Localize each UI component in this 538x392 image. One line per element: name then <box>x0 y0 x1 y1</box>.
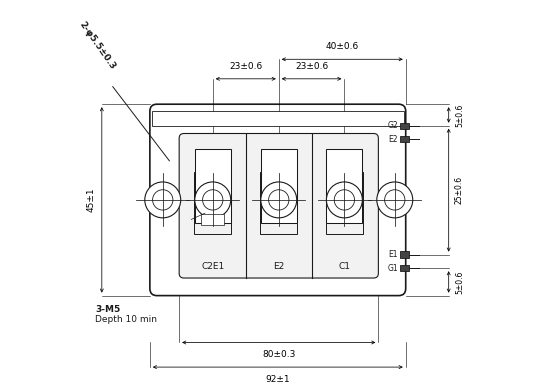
Text: 23±0.6: 23±0.6 <box>295 62 328 71</box>
Text: 40±0.6: 40±0.6 <box>325 42 359 51</box>
Bar <box>152 111 404 126</box>
Text: E1: E1 <box>388 250 398 259</box>
Bar <box>400 251 409 258</box>
Text: 25±0.6: 25±0.6 <box>455 176 464 204</box>
Circle shape <box>145 182 181 218</box>
Bar <box>327 149 363 223</box>
Circle shape <box>203 190 223 210</box>
Text: 23±0.6: 23±0.6 <box>229 62 263 71</box>
Text: E2: E2 <box>388 135 398 144</box>
Circle shape <box>153 190 173 210</box>
Text: Depth 10 min: Depth 10 min <box>95 315 157 324</box>
Text: 45±1: 45±1 <box>87 188 96 212</box>
Circle shape <box>377 182 413 218</box>
Bar <box>194 172 231 234</box>
Circle shape <box>268 190 289 210</box>
Text: C1: C1 <box>338 262 350 271</box>
Text: E2: E2 <box>273 262 285 271</box>
Circle shape <box>261 182 297 218</box>
Bar <box>400 123 409 129</box>
Bar <box>261 149 297 223</box>
Text: 2-φ5.5±0.3: 2-φ5.5±0.3 <box>77 20 117 71</box>
Text: 3-M5: 3-M5 <box>95 305 121 314</box>
Text: G2: G2 <box>387 121 398 130</box>
Bar <box>195 149 231 223</box>
Text: C2E1: C2E1 <box>201 262 224 271</box>
Text: 80±0.3: 80±0.3 <box>262 350 295 359</box>
Circle shape <box>195 182 231 218</box>
Bar <box>326 172 363 234</box>
Bar <box>400 265 409 271</box>
Circle shape <box>385 190 405 210</box>
Text: G1: G1 <box>387 264 398 273</box>
FancyBboxPatch shape <box>179 134 378 278</box>
Circle shape <box>327 182 363 218</box>
Bar <box>201 214 224 225</box>
Bar <box>400 136 409 142</box>
Bar <box>260 172 298 234</box>
Text: 5±0.6: 5±0.6 <box>455 270 464 294</box>
Circle shape <box>334 190 355 210</box>
Text: 92±1: 92±1 <box>265 375 290 384</box>
Text: 5±0.6: 5±0.6 <box>455 103 464 127</box>
FancyBboxPatch shape <box>150 104 406 296</box>
